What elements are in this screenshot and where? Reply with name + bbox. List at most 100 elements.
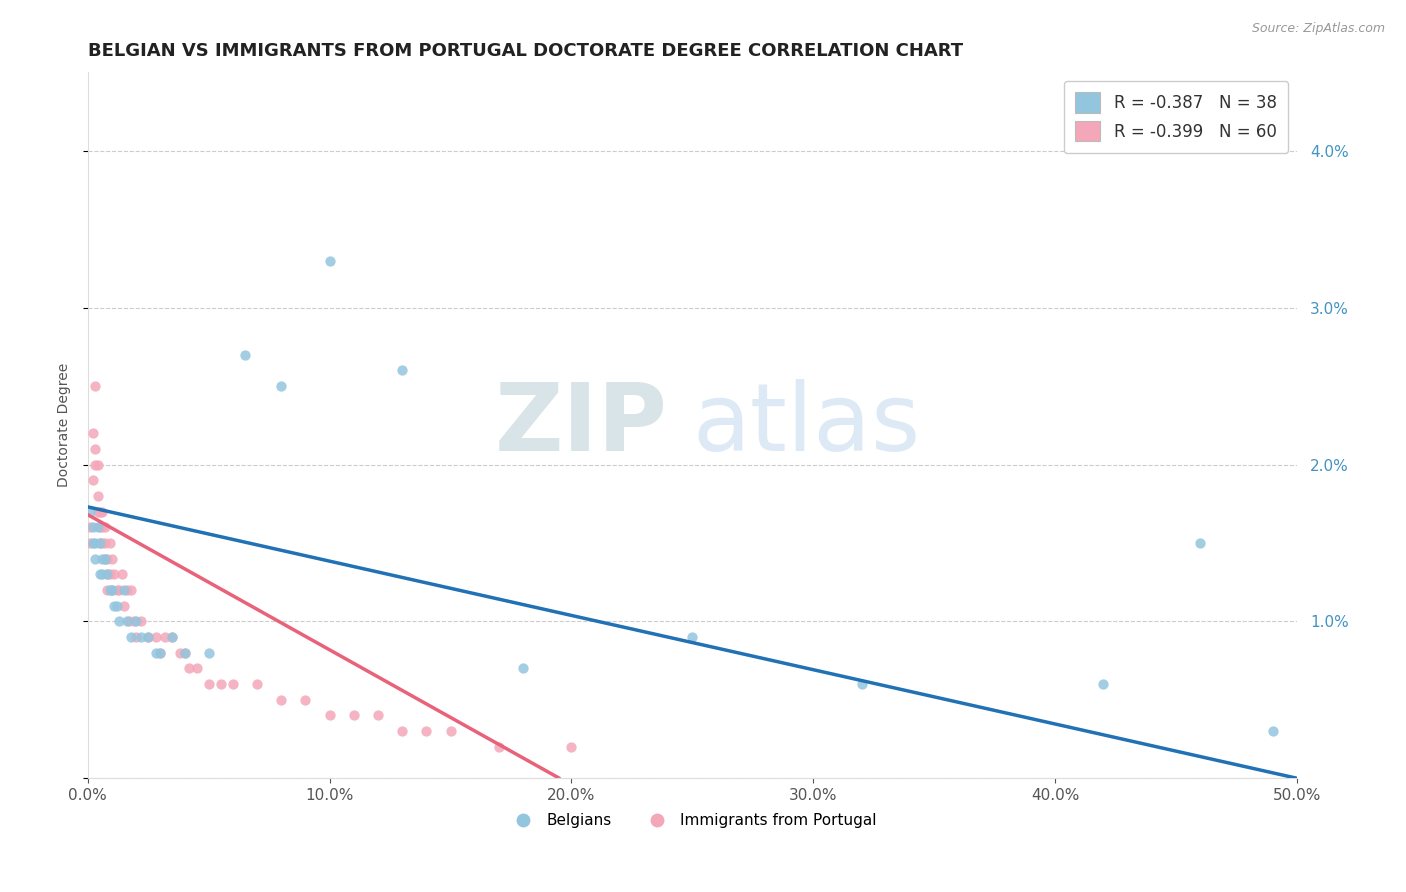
Point [84, 551, 107, 566]
Point [84, 536, 107, 550]
Point [89, 567, 111, 582]
Point [89, 536, 111, 550]
Point [91, 536, 114, 550]
Point [111, 567, 134, 582]
Point [91, 551, 114, 566]
Point [84, 442, 107, 456]
Point [246, 677, 269, 691]
Point [86, 505, 108, 519]
Point [318, 253, 340, 268]
Point [105, 599, 128, 613]
Point [86, 489, 108, 503]
Point [197, 677, 219, 691]
Point [129, 615, 152, 629]
Point [120, 630, 142, 644]
Point [86, 520, 108, 534]
Point [125, 615, 148, 629]
Point [197, 646, 219, 660]
Point [94, 536, 117, 550]
Point [108, 582, 131, 597]
Point [179, 661, 201, 675]
Point [89, 520, 111, 534]
Point [101, 582, 124, 597]
Point [318, 708, 340, 723]
Point [173, 646, 195, 660]
Point [1189, 536, 1212, 550]
Point [108, 615, 131, 629]
Point [1261, 724, 1284, 739]
Point [96, 567, 118, 582]
Text: BELGIAN VS IMMIGRANTS FROM PORTUGAL DOCTORATE DEGREE CORRELATION CHART: BELGIAN VS IMMIGRANTS FROM PORTUGAL DOCT… [87, 42, 963, 60]
Point [82, 520, 104, 534]
Point [681, 630, 703, 644]
Point [186, 661, 208, 675]
Point [136, 630, 159, 644]
Legend: Belgians, Immigrants from Portugal: Belgians, Immigrants from Portugal [502, 807, 883, 834]
Point [488, 739, 510, 754]
Point [101, 582, 124, 597]
Y-axis label: Doctorate Degree: Doctorate Degree [58, 363, 72, 487]
Point [439, 724, 461, 739]
Point [270, 693, 292, 707]
Point [96, 551, 118, 566]
Point [129, 630, 152, 644]
Point [149, 646, 172, 660]
Point [82, 536, 104, 550]
Point [105, 582, 128, 597]
Point [367, 708, 389, 723]
Point [79, 520, 101, 534]
Point [270, 379, 292, 393]
Point [149, 646, 172, 660]
Point [96, 582, 118, 597]
Point [136, 630, 159, 644]
Point [415, 724, 437, 739]
Point [145, 646, 167, 660]
Point [118, 615, 141, 629]
Point [101, 551, 124, 566]
Point [343, 708, 366, 723]
Point [115, 582, 138, 597]
Point [173, 646, 195, 660]
Point [112, 582, 135, 597]
Point [96, 567, 118, 582]
Point [294, 693, 316, 707]
Point [84, 379, 107, 393]
Point [120, 582, 142, 597]
Point [233, 348, 256, 362]
Text: ZIP: ZIP [495, 379, 668, 471]
Point [79, 505, 101, 519]
Point [89, 505, 111, 519]
Point [162, 630, 184, 644]
Point [98, 536, 121, 550]
Point [222, 677, 245, 691]
Point [82, 473, 104, 487]
Point [98, 567, 121, 582]
Point [155, 630, 177, 644]
Text: Source: ZipAtlas.com: Source: ZipAtlas.com [1251, 22, 1385, 36]
Point [169, 646, 191, 660]
Point [115, 615, 138, 629]
Point [112, 599, 135, 613]
Point [122, 615, 145, 629]
Point [145, 630, 167, 644]
Point [391, 363, 413, 377]
Point [79, 536, 101, 550]
Point [94, 551, 117, 566]
Point [103, 567, 125, 582]
Point [89, 536, 111, 550]
Point [84, 458, 107, 472]
Point [103, 599, 125, 613]
Point [91, 505, 114, 519]
Point [98, 582, 121, 597]
Point [209, 677, 232, 691]
Point [86, 458, 108, 472]
Point [94, 551, 117, 566]
Point [94, 520, 117, 534]
Text: atlas: atlas [692, 379, 921, 471]
Point [91, 567, 114, 582]
Point [162, 630, 184, 644]
Point [391, 724, 413, 739]
Point [125, 630, 148, 644]
Point [91, 520, 114, 534]
Point [82, 426, 104, 441]
